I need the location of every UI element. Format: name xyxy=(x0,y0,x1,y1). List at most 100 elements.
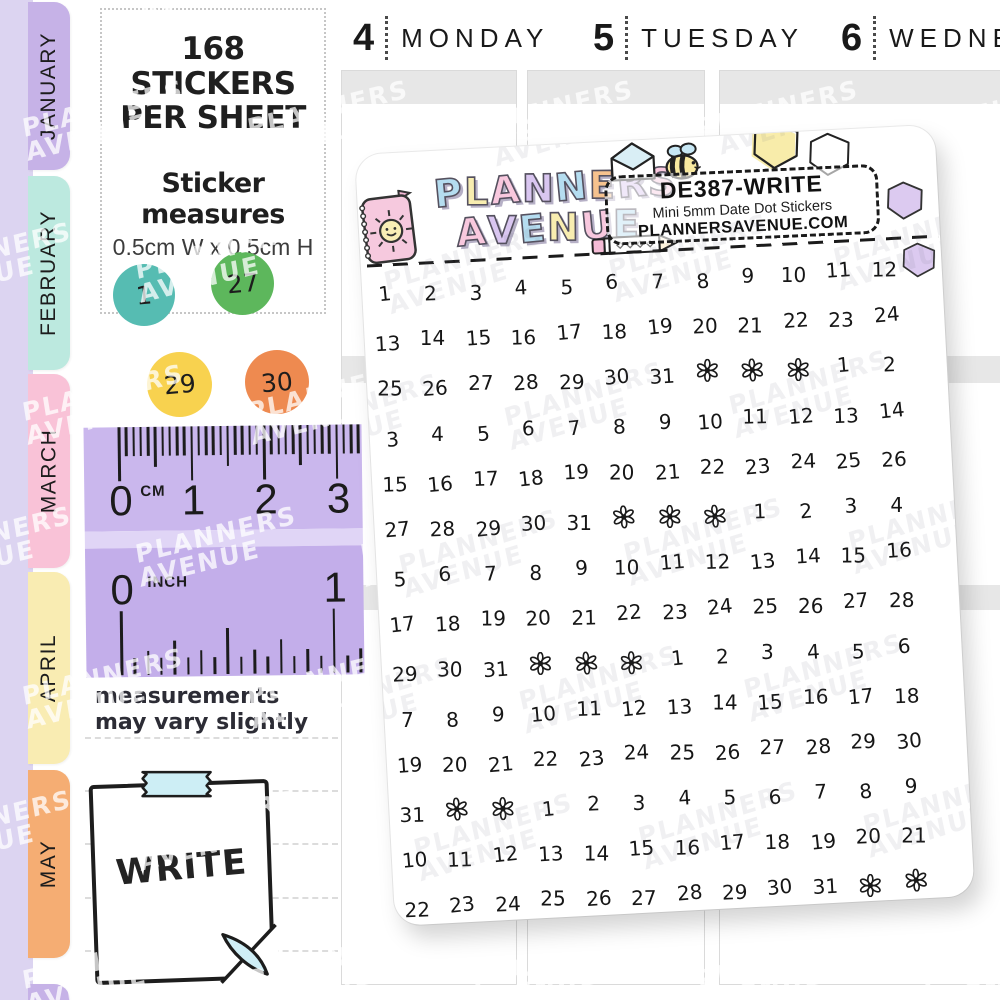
ruler-tick xyxy=(334,424,339,479)
date-sticker: 1 xyxy=(377,280,393,306)
sample-dot-value: 27 xyxy=(225,267,260,300)
date-sticker: 17 xyxy=(388,610,417,638)
date-sticker: 30 xyxy=(520,510,547,536)
date-sticker: 8 xyxy=(445,706,460,732)
ruler-tick xyxy=(160,657,163,675)
ruler-tick xyxy=(200,650,203,675)
date-sticker: 20 xyxy=(524,605,552,631)
ruler-tick xyxy=(253,649,257,674)
date-sticker: 9 xyxy=(574,555,589,580)
flower-doodle xyxy=(608,638,655,687)
month-tab-february: FEBRUARY xyxy=(28,176,70,370)
day-number: 5 xyxy=(593,16,615,59)
date-sticker: 26 xyxy=(880,446,908,473)
sample-dot: 1 xyxy=(113,264,175,326)
date-sticker: 11 xyxy=(658,548,686,575)
date-sticker: 3 xyxy=(843,492,858,518)
date-sticker: 15 xyxy=(756,688,784,715)
dotted-divider xyxy=(625,16,629,60)
date-sticker: 10 xyxy=(400,846,429,873)
date-sticker: 11 xyxy=(575,695,602,721)
write-note: WRITE xyxy=(88,770,280,986)
ruler-tick xyxy=(146,650,150,675)
measurements-disclaimer: measurements may vary slightly xyxy=(95,684,308,737)
ruler: 0 1 2 3 CM 0 1 INCH xyxy=(83,424,365,678)
ruler-cm-number: 3 xyxy=(326,474,351,522)
day-name: TUESDAY xyxy=(641,22,805,53)
column-header-bar xyxy=(720,71,1000,104)
ruler-tick xyxy=(327,424,331,454)
tab-strip-background xyxy=(0,0,33,1000)
day-name: MONDAY xyxy=(401,22,550,53)
ruler-tick xyxy=(306,648,310,673)
date-sticker: 21 xyxy=(653,458,681,485)
ruler-cm-section: 0 1 2 3 CM xyxy=(83,424,363,532)
dotted-divider xyxy=(873,16,877,60)
month-tab-label: FEBRUARY xyxy=(37,210,61,336)
ruler-tick xyxy=(291,425,295,455)
date-sticker: 31 xyxy=(482,655,510,682)
date-sticker: 22 xyxy=(782,307,810,333)
date-sticker: 8 xyxy=(529,560,543,585)
date-sticker: 7 xyxy=(650,268,664,294)
ruler-tick xyxy=(247,425,251,455)
date-sticker: 27 xyxy=(842,587,870,614)
purple-hexagon-icon xyxy=(887,181,923,220)
date-sticker: 29 xyxy=(474,514,503,542)
flower-doodle xyxy=(690,491,739,542)
date-sticker: 16 xyxy=(802,683,829,709)
ruler-tick xyxy=(211,426,215,456)
date-sticker: 1 xyxy=(540,795,557,822)
ruler-tick xyxy=(262,425,266,480)
ruler-cm-number: 2 xyxy=(254,475,279,523)
ruler-tick xyxy=(332,608,336,673)
sticker-measures-value: 0.5cm W x 0.5cm H xyxy=(112,234,314,261)
date-sticker: 13 xyxy=(374,330,401,356)
notebook-icon xyxy=(359,189,417,265)
date-sticker: 10 xyxy=(529,700,558,727)
date-sticker: 21 xyxy=(570,605,597,630)
date-sticker: 3 xyxy=(632,790,646,815)
date-sticker: 8 xyxy=(612,414,627,440)
date-sticker: 14 xyxy=(420,325,446,350)
date-sticker: 10 xyxy=(696,408,724,434)
date-sticker: 10 xyxy=(613,554,640,580)
date-sticker: 17 xyxy=(555,318,583,345)
flower-doodle xyxy=(479,784,526,833)
date-sticker: 6 xyxy=(767,784,783,810)
ruler-cm-number: 1 xyxy=(181,476,206,524)
sticker-sheet: PLANNERS AVENUE xyxy=(355,124,975,926)
flower-doodle xyxy=(562,637,611,688)
sticker-measures-title: Sticker measures xyxy=(141,168,285,231)
date-sticker: 13 xyxy=(537,840,565,867)
month-tab-march: MARCH xyxy=(28,374,70,568)
day-header-wednesday: 6 WEDNESDAY xyxy=(841,16,1000,60)
date-sticker: 3 xyxy=(761,639,775,664)
date-sticker: 30 xyxy=(437,656,463,681)
ruler-tick xyxy=(269,425,273,455)
dotted-divider xyxy=(385,16,389,60)
date-sticker: 29 xyxy=(850,728,877,754)
ruler-tick xyxy=(131,427,135,457)
ruler-tick xyxy=(305,424,309,454)
date-sticker: 23 xyxy=(448,891,477,918)
date-sticker: 26 xyxy=(713,738,741,765)
date-sticker: 5 xyxy=(559,274,574,299)
date-sticker: 6 xyxy=(437,560,453,587)
ruler-tick xyxy=(279,639,283,674)
sticker-count-title: 168 STICKERS PER SHEET xyxy=(102,32,324,136)
month-tab-april: APRIL xyxy=(28,572,70,764)
ruler-tick xyxy=(293,656,296,674)
date-sticker: 5 xyxy=(475,420,491,446)
sticker-count-line2: PER SHEET xyxy=(120,100,306,137)
ruler-tick xyxy=(186,657,190,675)
ruler-tick xyxy=(146,426,150,456)
ruler-tick xyxy=(356,424,360,454)
date-sticker: 15 xyxy=(840,543,867,568)
date-sticker: 29 xyxy=(558,369,585,395)
ruler-inch-number: 0 xyxy=(110,566,135,614)
ruler-cm-unit-label: CM xyxy=(140,482,166,501)
date-sticker: 5 xyxy=(393,566,407,592)
date-sticker: 28 xyxy=(429,516,456,541)
